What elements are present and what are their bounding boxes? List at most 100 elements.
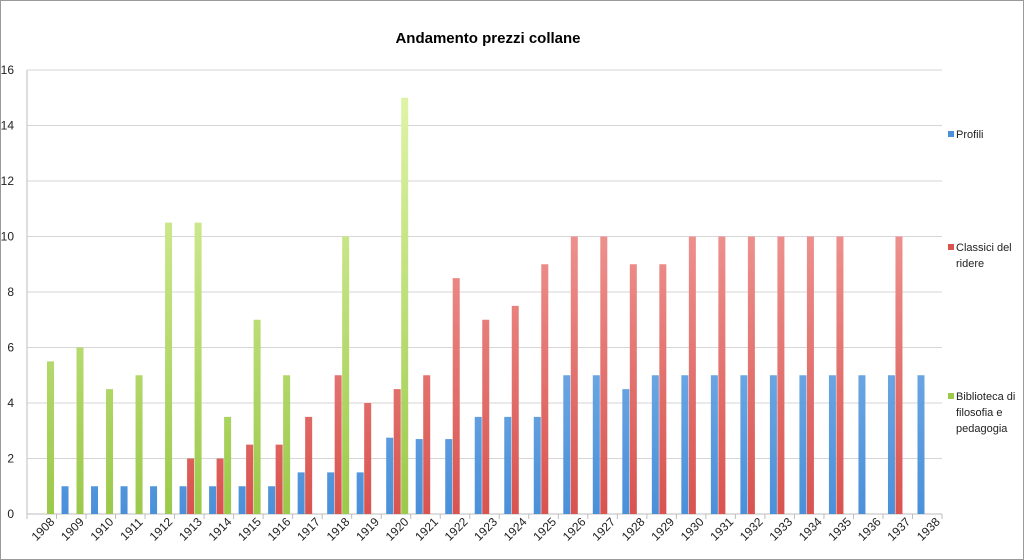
legend-item-profili: Profili [948,127,1024,143]
y-tick-label: 2 [7,452,14,466]
x-tick-label: 1935 [825,515,854,544]
y-tick-label: 4 [7,396,14,410]
x-tick-label: 1938 [914,515,943,544]
y-tick-label: 8 [7,285,14,299]
x-tick-label: 1916 [265,515,294,544]
x-tick-label: 1909 [58,515,87,544]
bar-profili-1913 [179,486,187,514]
y-tick-label: 0 [7,507,14,521]
bar-biblioteca-1914 [224,416,232,514]
x-tick-label: 1921 [412,515,441,544]
bar-profili-1920 [386,437,394,514]
bar-profili-1918 [327,472,335,514]
x-tick-label: 1924 [501,515,530,544]
legend-swatch-profili [948,131,954,137]
bar-classici-1935 [836,236,844,514]
legend-label: Biblioteca di [956,391,1016,403]
bar-biblioteca-1913 [194,222,202,514]
x-tick-label: 1927 [589,515,618,544]
bar-biblioteca-1916 [283,375,291,514]
bar-profili-1938 [917,375,925,514]
bar-profili-1921 [415,439,423,514]
y-tick-label: 14 [1,119,15,133]
legend-label: filosofia e [956,407,1003,419]
x-tick-label: 1930 [678,515,707,544]
x-tick-label: 1928 [619,515,648,544]
bar-classici-1932 [747,236,755,514]
bar-classici-1924 [511,305,519,514]
bar-classici-1920 [393,389,401,514]
bar-profili-1917 [297,472,305,514]
legend-label: Profili [956,129,984,141]
bar-classici-1934 [806,236,814,514]
bar-classici-1918 [334,375,342,514]
bar-profili-1929 [651,375,659,514]
x-tick-label: 1936 [855,515,884,544]
legend-label: ridere [956,258,985,270]
x-tick-label: 1922 [442,515,471,544]
bar-profili-1937 [887,375,895,514]
bar-classici-1917 [305,416,313,514]
bar-biblioteca-1908 [47,361,54,514]
x-tick-label: 1931 [707,515,736,544]
bar-profili-1930 [681,375,689,514]
bar-profili-1926 [563,375,571,514]
chart-title: Andamento prezzi collane [395,30,581,47]
legend-label: pedagogia [956,423,1008,435]
y-tick-label: 12 [1,174,15,188]
bar-classici-1919 [364,403,372,514]
bar-classici-1931 [718,236,726,514]
bar-classici-1916 [275,444,283,514]
x-tick-label: 1913 [176,515,205,544]
bar-biblioteca-1915 [253,319,261,514]
bar-classici-1915 [246,444,254,514]
bar-biblioteca-1910 [106,389,114,514]
x-tick-label: 1925 [530,515,559,544]
bar-classici-1927 [600,236,608,514]
x-tick-label: 1919 [353,515,382,544]
bar-profili-1933 [769,375,777,514]
bar-biblioteca-1920 [401,97,409,514]
bar-classici-1913 [187,458,195,514]
bar-classici-1937 [895,236,903,514]
x-tick-label: 1911 [117,515,145,543]
x-tick-label: 1910 [88,515,117,544]
y-tick-label: 6 [7,341,14,355]
bar-classici-1926 [570,236,578,514]
y-tick-label: 10 [1,230,15,244]
bar-classici-1930 [688,236,696,514]
bar-profili-1909 [61,486,69,514]
bar-profili-1934 [799,375,807,514]
bar-classici-1929 [659,264,667,514]
bar-profili-1916 [268,486,276,514]
bar-biblioteca-1918 [342,236,350,514]
bar-classici-1928 [629,264,637,514]
bar-profili-1935 [828,375,836,514]
x-tick-label: 1934 [796,515,825,544]
bar-classici-1923 [482,319,490,514]
bar-classici-1925 [541,264,549,514]
bar-biblioteca-1912 [165,222,173,514]
x-tick-label: 1929 [648,515,677,544]
legend-label: Classici del [956,242,1012,254]
x-tick-label: 1926 [560,515,589,544]
x-tick-label: 1923 [471,515,500,544]
bar-profili-1922 [445,439,453,514]
bar-profili-1911 [120,486,128,514]
bar-profili-1925 [533,416,541,514]
bar-profili-1932 [740,375,748,514]
x-tick-label: 1915 [235,515,264,544]
bar-classici-1922 [452,278,460,514]
bar-biblioteca-1911 [135,375,143,514]
bar-biblioteca-1909 [76,347,84,514]
bar-profili-1924 [504,416,512,514]
x-tick-label: 1917 [294,515,323,544]
bar-classici-1933 [777,236,785,514]
x-tick-label: 1914 [206,515,235,544]
bar-profili-1928 [622,389,630,514]
bar-classici-1921 [423,375,431,514]
y-tick-label: 16 [1,63,15,77]
legend-swatch-biblioteca [948,393,954,399]
x-tick-label: 1920 [383,515,412,544]
